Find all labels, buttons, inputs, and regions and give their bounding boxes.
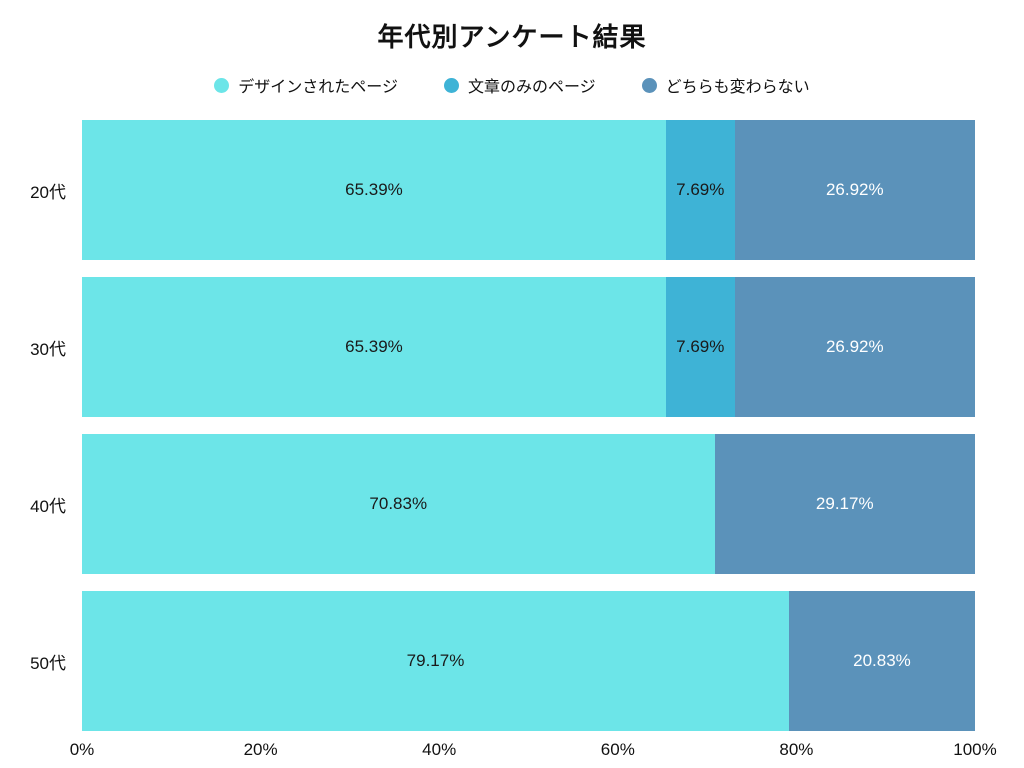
bar-value-label: 7.69% <box>676 337 725 356</box>
x-axis-tick-label: 80% <box>779 740 814 759</box>
bar-segment: 65.39% <box>82 120 666 260</box>
y-axis-label: 20代 <box>30 182 66 202</box>
legend-label: 文章のみのページ <box>467 79 596 96</box>
bar-value-label: 26.92% <box>825 337 884 356</box>
stacked-bar: 79.17% 20.83% <box>82 591 975 731</box>
bar-value-label: 26.92% <box>825 180 884 199</box>
legend-label: どちらも変わらない <box>665 79 810 96</box>
y-axis-label: 30代 <box>30 339 66 359</box>
plot-area: 20代 65.39% 7.69% 26.92% 30代 65.39% 7.69% 26.92%… <box>0 120 975 731</box>
x-axis-tick-label: 0% <box>69 740 95 759</box>
bar-segment: 70.83% <box>82 434 715 574</box>
chart-title: 年代別アンケート結果 <box>377 22 647 52</box>
legend-swatch-icon <box>214 77 230 93</box>
chart-legend: デザインされたページ 文章のみのページ どちらも変わらない <box>0 74 1024 96</box>
bar-row: 50代 79.17% 20.83% <box>0 591 975 731</box>
bar-segment: 20.83% <box>788 591 975 731</box>
legend-swatch-icon <box>443 77 459 93</box>
bar-value-label: 70.83% <box>369 494 428 513</box>
bar-value-label: 7.69% <box>676 180 725 199</box>
bar-segment: 65.39% <box>82 277 666 417</box>
legend-item-2[interactable]: どちらも変わらない <box>641 73 810 97</box>
x-axis: 0% 20% 40% 60% 80% 100% <box>70 740 997 766</box>
x-axis-tick-label: 100% <box>953 740 997 759</box>
legend-item-1[interactable]: 文章のみのページ <box>443 73 596 97</box>
legend-item-0[interactable]: デザインされたページ <box>214 73 398 97</box>
bar-segment: 7.69% <box>665 277 735 417</box>
bar-value-label: 20.83% <box>853 651 911 670</box>
bar-row: 30代 65.39% 7.69% 26.92% <box>0 277 975 417</box>
legend-label: デザインされたページ <box>238 79 398 96</box>
bar-segment: 7.69% <box>665 120 735 260</box>
stacked-bar: 65.39% 7.69% 26.92% <box>82 120 975 260</box>
bar-value-label: 65.39% <box>345 337 403 356</box>
stacked-bar: 70.83% 29.17% <box>82 434 975 574</box>
y-axis-label: 40代 <box>30 496 66 516</box>
bar-value-label: 29.17% <box>815 494 874 513</box>
x-axis-tick-label: 40% <box>422 740 457 759</box>
bar-value-label: 79.17% <box>406 651 465 670</box>
bar-segment: 29.17% <box>714 434 975 574</box>
bar-row: 40代 70.83% 29.17% <box>0 434 975 574</box>
bar-segment: 26.92% <box>734 277 975 417</box>
x-axis-tick-label: 60% <box>600 740 635 759</box>
bar-row: 20代 65.39% 7.69% 26.92% <box>0 120 975 260</box>
y-axis-label: 50代 <box>30 653 66 673</box>
bar-segment: 26.92% <box>734 120 975 260</box>
x-axis-tick-label: 20% <box>243 740 278 759</box>
bar-segment: 79.17% <box>82 591 789 731</box>
stacked-bar: 65.39% 7.69% 26.92% <box>82 277 975 417</box>
legend-swatch-icon <box>641 77 657 93</box>
bar-value-label: 65.39% <box>345 180 403 199</box>
